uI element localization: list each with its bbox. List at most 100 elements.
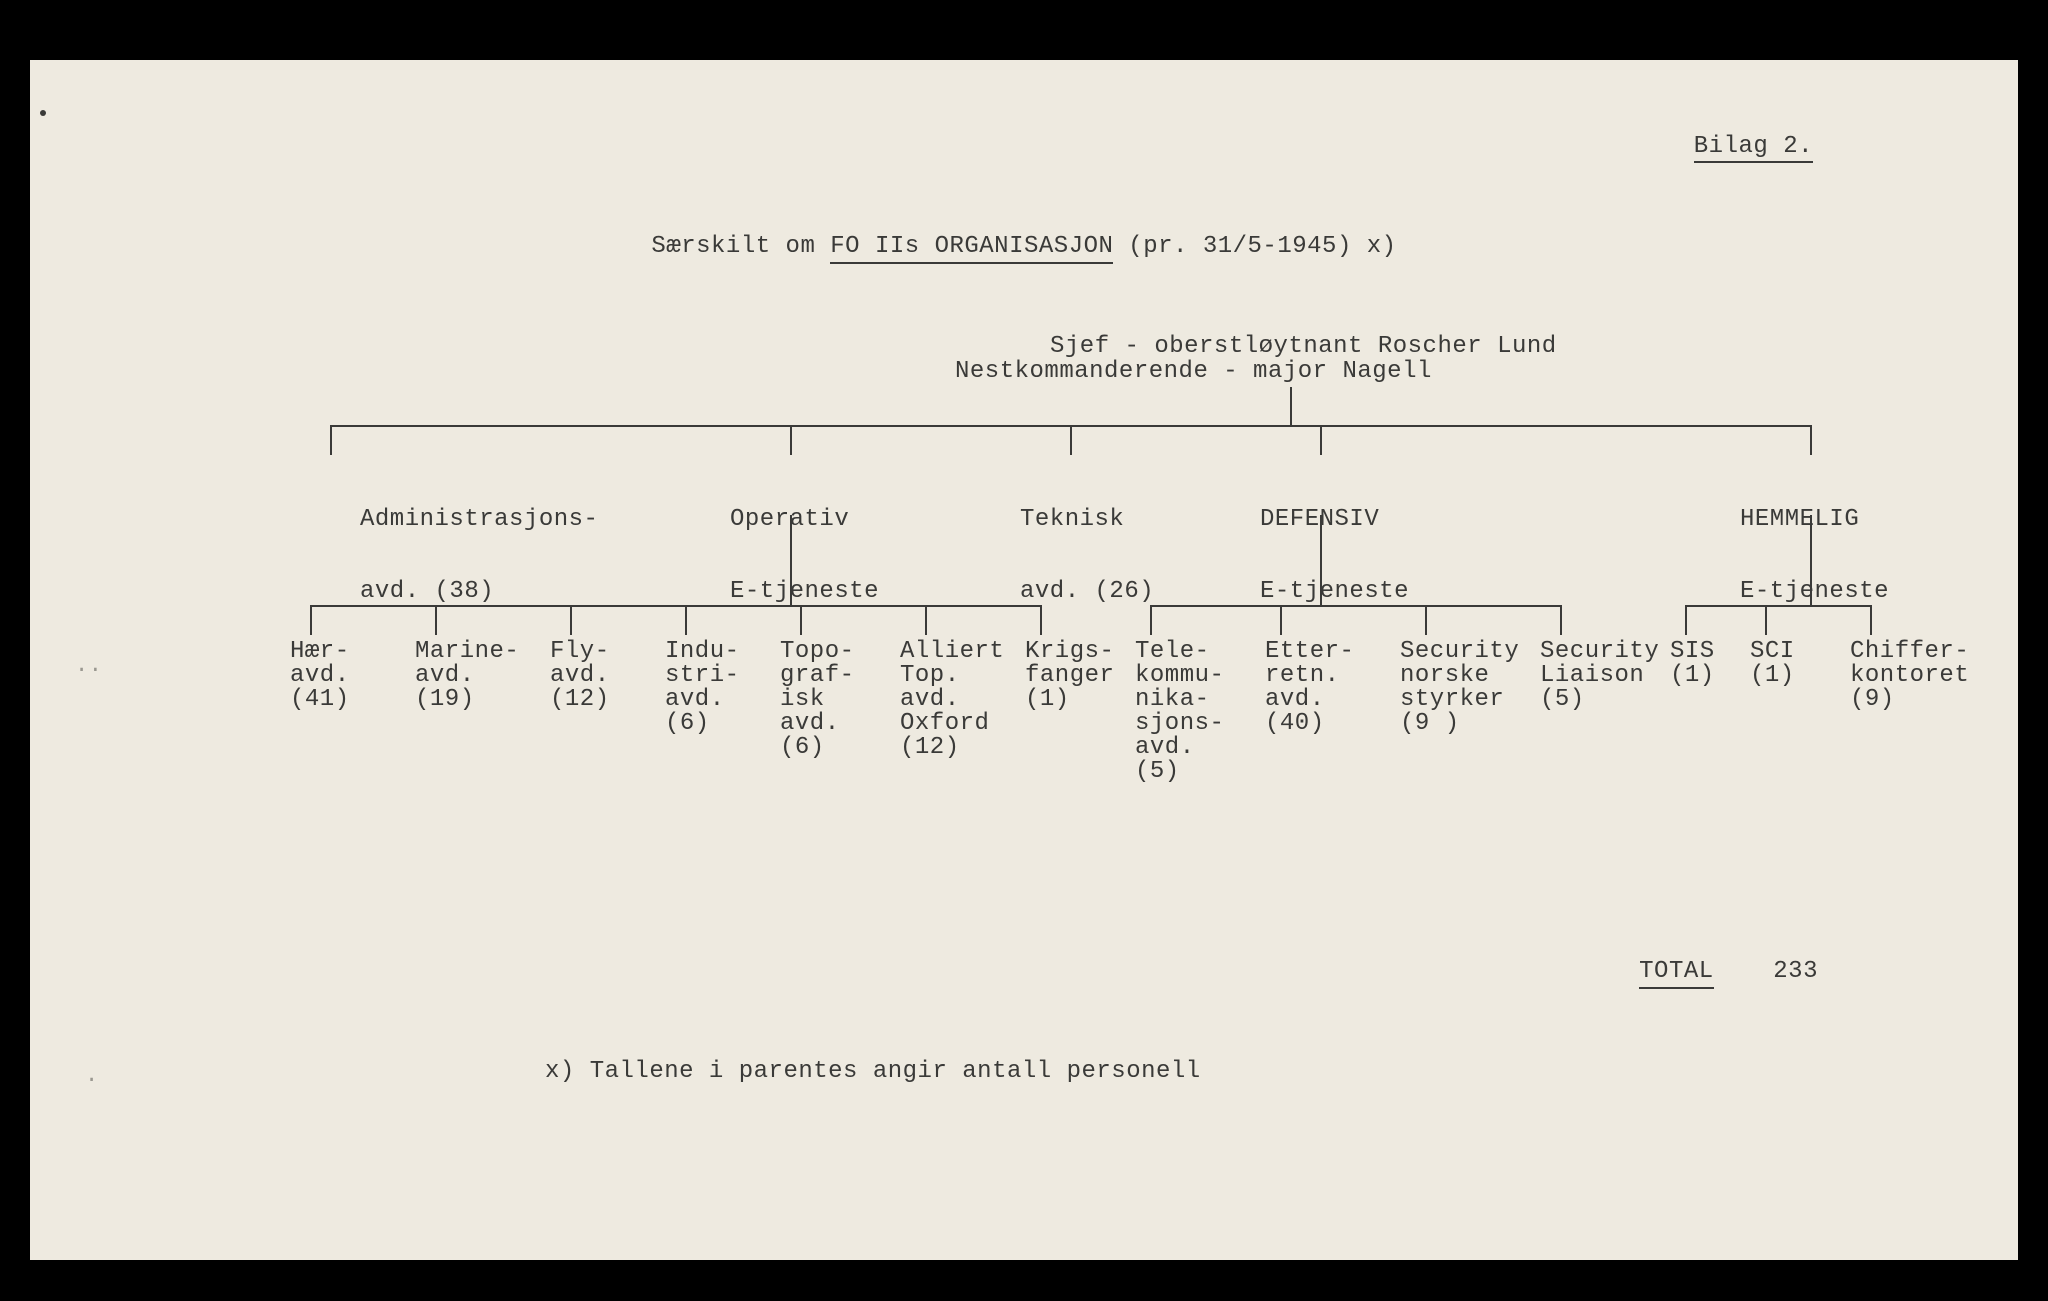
tier2-label: (1) <box>1750 664 1795 688</box>
org-line <box>435 605 437 635</box>
tier2-item: SIS(1) <box>1670 640 1715 688</box>
tier2-item: Marine-avd.(19) <box>415 640 519 712</box>
total-value: 233 <box>1773 958 1818 985</box>
tier2-item: Etter-retn.avd.(40) <box>1265 640 1354 736</box>
org-line <box>1560 605 1562 635</box>
tier1-operativ: Operativ E-tjeneste <box>730 460 879 652</box>
tier2-label: Indu- <box>665 640 740 664</box>
tier2-label: (5) <box>1540 688 1659 712</box>
tier2-item: SCI(1) <box>1750 640 1795 688</box>
tier2-label: Alliert <box>900 640 1004 664</box>
tier1-label: Teknisk <box>1020 508 1154 532</box>
tier2-label: Top. <box>900 664 1004 688</box>
org-line <box>1810 425 1812 455</box>
org-line <box>790 515 792 605</box>
tier2-label: Chiffer- <box>1850 640 1969 664</box>
tier2-label: Oxford <box>900 712 1004 736</box>
org-line <box>1320 515 1322 605</box>
tier2-label: nika- <box>1135 688 1224 712</box>
title-line: Særskilt om FO IIs ORGANISASJON (pr. 31/… <box>30 235 2018 259</box>
org-line <box>570 605 572 635</box>
tier2-label: avd. <box>665 688 740 712</box>
tier2-item: Fly-avd.(12) <box>550 640 610 712</box>
tier2-item: Tele-kommu-nika-sjons-avd.(5) <box>1135 640 1224 784</box>
tier2-label: norske <box>1400 664 1519 688</box>
total-label: TOTAL <box>1639 958 1714 989</box>
tier2-item: Hær-avd.(41) <box>290 640 350 712</box>
tier2-label: avd. <box>290 664 350 688</box>
tier2-label: Liaison <box>1540 664 1659 688</box>
org-line <box>1685 605 1870 607</box>
chief-line: Sjef - oberstløytnant Roscher Lund <box>1050 335 1557 359</box>
tier2-label: (40) <box>1265 712 1354 736</box>
tier1-defensiv: DEFENSIV E-tjeneste <box>1260 460 1409 652</box>
tier2-label: (1) <box>1025 688 1114 712</box>
tier2-label: graf- <box>780 664 855 688</box>
scan-artifact <box>40 110 46 116</box>
tier2-label: Security <box>1540 640 1659 664</box>
tier2-label: stri- <box>665 664 740 688</box>
tier2-item: Topo-graf-iskavd.(6) <box>780 640 855 760</box>
tier2-label: SIS <box>1670 640 1715 664</box>
tier2-label: Marine- <box>415 640 519 664</box>
org-line <box>1870 605 1872 635</box>
org-line <box>330 425 332 455</box>
title-main: FO IIs ORGANISASJON <box>830 233 1113 264</box>
tier2-label: retn. <box>1265 664 1354 688</box>
org-line <box>1150 605 1560 607</box>
tier2-label: avd. <box>1135 736 1224 760</box>
tier2-label: (6) <box>665 712 740 736</box>
tier2-label: Security <box>1400 640 1519 664</box>
tier2-label: (12) <box>900 736 1004 760</box>
tier2-item: Krigs-fanger(1) <box>1025 640 1114 712</box>
tier2-label: (6) <box>780 736 855 760</box>
second-in-command-line: Nestkommanderende - major Nagell <box>955 360 1432 384</box>
tier2-label: Etter- <box>1265 640 1354 664</box>
tier1-label: Administrasjons- <box>360 508 598 532</box>
tier2-item: SecurityLiaison(5) <box>1540 640 1659 712</box>
tier1-hemmelig: HEMMELIG E-tjeneste <box>1740 460 1889 652</box>
tier1-label: Operativ <box>730 508 879 532</box>
tier1-label: DEFENSIV <box>1260 508 1409 532</box>
org-line <box>1290 387 1292 425</box>
org-line <box>1070 425 1072 455</box>
tier2-label: kommu- <box>1135 664 1224 688</box>
org-line <box>1685 605 1687 635</box>
org-line <box>1150 605 1152 635</box>
footnote: x) Tallene i parentes angir antall perso… <box>545 1060 1201 1084</box>
tier2-item: AlliertTop.avd.Oxford(12) <box>900 640 1004 760</box>
tier2-label: styrker <box>1400 688 1519 712</box>
title-post: (pr. 31/5-1945) x) <box>1113 233 1396 260</box>
org-line <box>685 605 687 635</box>
org-line <box>925 605 927 635</box>
tier2-label: avd. <box>415 664 519 688</box>
org-line <box>1280 605 1282 635</box>
tier2-label: Hær- <box>290 640 350 664</box>
org-line <box>800 605 802 635</box>
tier2-label: Topo- <box>780 640 855 664</box>
scan-artifact: .. <box>75 655 102 677</box>
tier2-label: (9) <box>1850 688 1969 712</box>
title-pre: Særskilt om <box>651 233 830 260</box>
tier2-item: Securitynorskestyrker(9 ) <box>1400 640 1519 736</box>
tier2-label: Tele- <box>1135 640 1224 664</box>
org-line <box>790 425 792 455</box>
scan-frame: Bilag 2. Særskilt om FO IIs ORGANISASJON… <box>0 0 2048 1301</box>
tier2-label: Fly- <box>550 640 610 664</box>
tier2-label: fanger <box>1025 664 1114 688</box>
tier2-item: Indu-stri-avd.(6) <box>665 640 740 736</box>
page-label: Bilag 2. <box>1694 135 1813 163</box>
org-line <box>1765 605 1767 635</box>
org-line <box>310 605 1040 607</box>
scan-artifact: . <box>85 1065 99 1087</box>
tier2-label: avd. <box>900 688 1004 712</box>
tier1-admin: Administrasjons- avd. (38) <box>360 460 598 652</box>
tier1-label: avd. (26) <box>1020 580 1154 604</box>
org-line <box>1320 425 1322 455</box>
tier2-label: (19) <box>415 688 519 712</box>
org-line <box>1810 515 1812 605</box>
total-line: TOTAL 233 <box>1639 960 1818 984</box>
tier2-label: sjons- <box>1135 712 1224 736</box>
tier2-label: isk <box>780 688 855 712</box>
org-line <box>310 605 312 635</box>
